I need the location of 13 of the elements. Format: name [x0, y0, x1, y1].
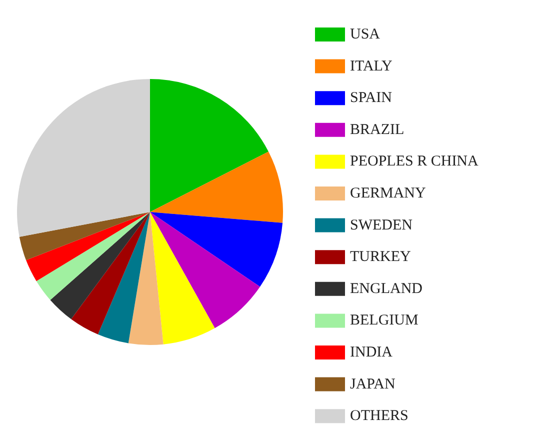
legend-label: INDIA — [350, 344, 393, 360]
legend-label: GERMANY — [350, 186, 426, 202]
legend-label: ENGLAND — [350, 280, 423, 297]
legend-label: PEOPLES R CHINA — [350, 154, 479, 170]
legend-label: BRAZIL — [350, 122, 404, 138]
legend-label: TURKEY — [350, 249, 411, 266]
legend-label: ITALY — [350, 58, 392, 74]
legend-label: SWEDEN — [350, 217, 413, 234]
legend-label: BELGIUM — [350, 312, 418, 329]
legend-label: JAPAN — [350, 376, 396, 392]
legend-label: SPAIN — [350, 90, 392, 106]
legend-label: OTHERS — [350, 408, 408, 424]
legend-label: USA — [350, 26, 380, 42]
